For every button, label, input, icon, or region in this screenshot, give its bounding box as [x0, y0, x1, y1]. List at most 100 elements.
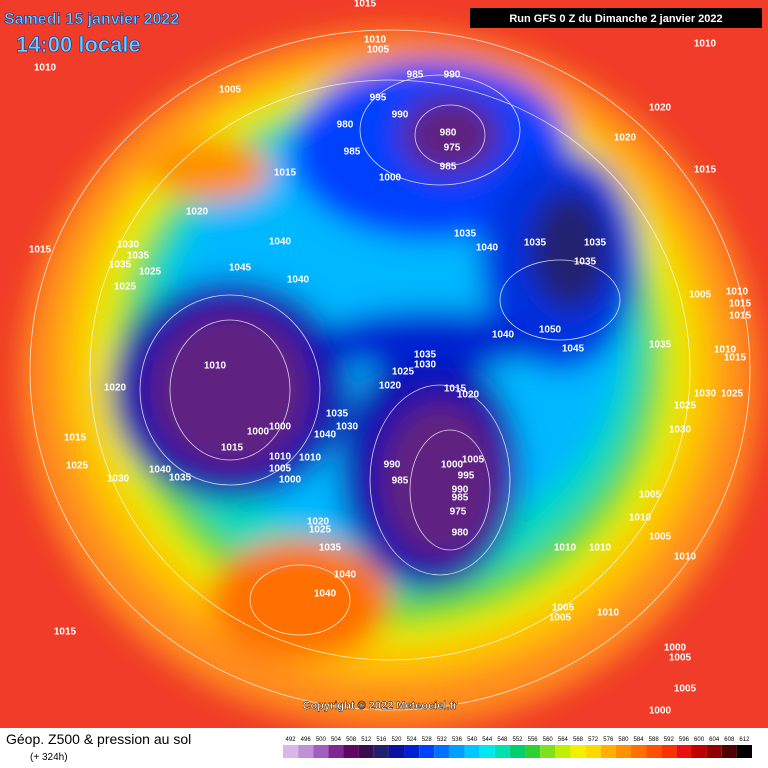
legend-label: 604	[709, 737, 720, 743]
legend-label: 492	[286, 737, 297, 743]
legend-swatch	[313, 745, 329, 758]
legend-label: 552	[512, 737, 523, 743]
isobar-label: 1040	[334, 570, 357, 581]
isobar-label: 1035	[319, 543, 342, 554]
isobar-label: 1035	[649, 340, 672, 351]
isobar-label: 1030	[414, 360, 437, 371]
isobar-label: 1040	[314, 589, 337, 600]
isobar-label: 1010	[554, 543, 577, 554]
isobar-label: 1005	[219, 85, 242, 96]
legend-label: 560	[543, 737, 554, 743]
legend-label: 588	[649, 737, 660, 743]
isobar-label: 1040	[314, 430, 337, 441]
isobar-label: 1025	[139, 267, 162, 278]
legend-swatch	[555, 745, 571, 758]
legend-label: 540	[467, 737, 478, 743]
legend-swatch	[298, 745, 314, 758]
isobar-label: 975	[450, 507, 467, 518]
isobar-label: 1035	[326, 409, 349, 420]
isobar-label: 975	[444, 143, 461, 154]
isobar-label: 1035	[454, 229, 477, 240]
isobar-label: 1010	[204, 361, 227, 372]
isobar-label: 1010	[726, 287, 749, 298]
isobar-label: 980	[337, 120, 354, 131]
isobar-label: 1040	[149, 465, 172, 476]
isobar-label: 990	[392, 110, 409, 121]
legend-label: 576	[603, 737, 614, 743]
isobar-label: 1015	[729, 299, 752, 310]
footer-title: Géop. Z500 & pression au sol	[6, 731, 191, 747]
isobar-label: 1040	[287, 275, 310, 286]
legend-swatch	[570, 745, 586, 758]
isobar-label: 1015	[64, 433, 87, 444]
legend-swatch	[630, 745, 647, 758]
isobar-label: 1000	[247, 427, 270, 438]
isobar-label: 1040	[476, 243, 499, 254]
legend-swatch	[691, 745, 707, 758]
isobar-label: 1035	[524, 238, 547, 249]
isobar-label: 1025	[309, 525, 332, 536]
isobar-label: 985	[440, 162, 457, 173]
isobar-label: 1015	[694, 165, 717, 176]
isobar-label: 1030	[117, 240, 140, 251]
isobar-label: 1040	[269, 237, 292, 248]
legend-swatch	[449, 745, 465, 758]
isobar-label: 1015	[724, 353, 747, 364]
isobar-label: 1035	[169, 473, 192, 484]
legend-swatch	[283, 745, 299, 758]
run-box	[470, 8, 762, 28]
isobar-label: 1005	[639, 490, 662, 501]
legend-label: 612	[739, 737, 750, 743]
legend-swatch	[373, 745, 389, 758]
isobar-label: 1025	[114, 282, 137, 293]
isobar-label: 995	[458, 471, 475, 482]
isobar-label: 980	[440, 128, 457, 139]
isobar-label: 1000	[269, 422, 292, 433]
isobar-label: 1020	[307, 517, 330, 528]
isobar-label: 1025	[66, 461, 89, 472]
isobar-label: 990	[384, 460, 401, 471]
legend-swatch	[525, 745, 541, 758]
legend-swatch	[388, 745, 405, 758]
legend-swatch	[494, 745, 510, 758]
isobar-label: 985	[392, 476, 409, 487]
legend-swatch	[343, 745, 359, 758]
legend-label: 512	[361, 737, 372, 743]
isobar-label: 1010	[694, 39, 717, 50]
isobar-label: 1005	[649, 532, 672, 543]
isobar-label: 990	[452, 485, 469, 496]
legend-label: 580	[618, 737, 629, 743]
legend-label: 600	[694, 737, 705, 743]
isobar-label: 1020	[104, 383, 127, 394]
isobar-label: 1020	[457, 390, 480, 401]
isobar-label: 1035	[127, 251, 150, 262]
isobar-label: 1015	[29, 245, 52, 256]
legend-swatch	[676, 745, 692, 758]
legend-swatch	[615, 745, 631, 758]
legend-swatch	[661, 745, 677, 758]
isobar-label: 1020	[379, 381, 402, 392]
legend-label: 584	[634, 737, 645, 743]
isobar-label: 1010	[714, 345, 737, 356]
copyright: Copyright © 2022 Meteociel.fr	[303, 700, 459, 712]
isobar-label: 1010	[269, 452, 292, 463]
date: Samedi 15 janvier 2022	[4, 11, 179, 28]
legend-swatch	[434, 745, 450, 758]
legend-label: 524	[407, 737, 418, 743]
isobar-label: 1005	[552, 603, 575, 614]
isobar-label: 1010	[34, 63, 57, 74]
isobar-label: 1005	[367, 45, 390, 56]
legend-swatch	[706, 745, 722, 758]
map-field	[0, 0, 768, 728]
legend-swatch	[721, 745, 737, 758]
isobar-label: 1030	[107, 474, 130, 485]
isobar-label: 1010	[589, 543, 612, 554]
legend-label: 564	[558, 737, 569, 743]
legend-swatch	[646, 745, 662, 758]
isobar-label: 1035	[574, 257, 597, 268]
legend-label: 556	[528, 737, 539, 743]
isobar-label: 1025	[392, 367, 415, 378]
legend-swatch	[464, 745, 480, 758]
